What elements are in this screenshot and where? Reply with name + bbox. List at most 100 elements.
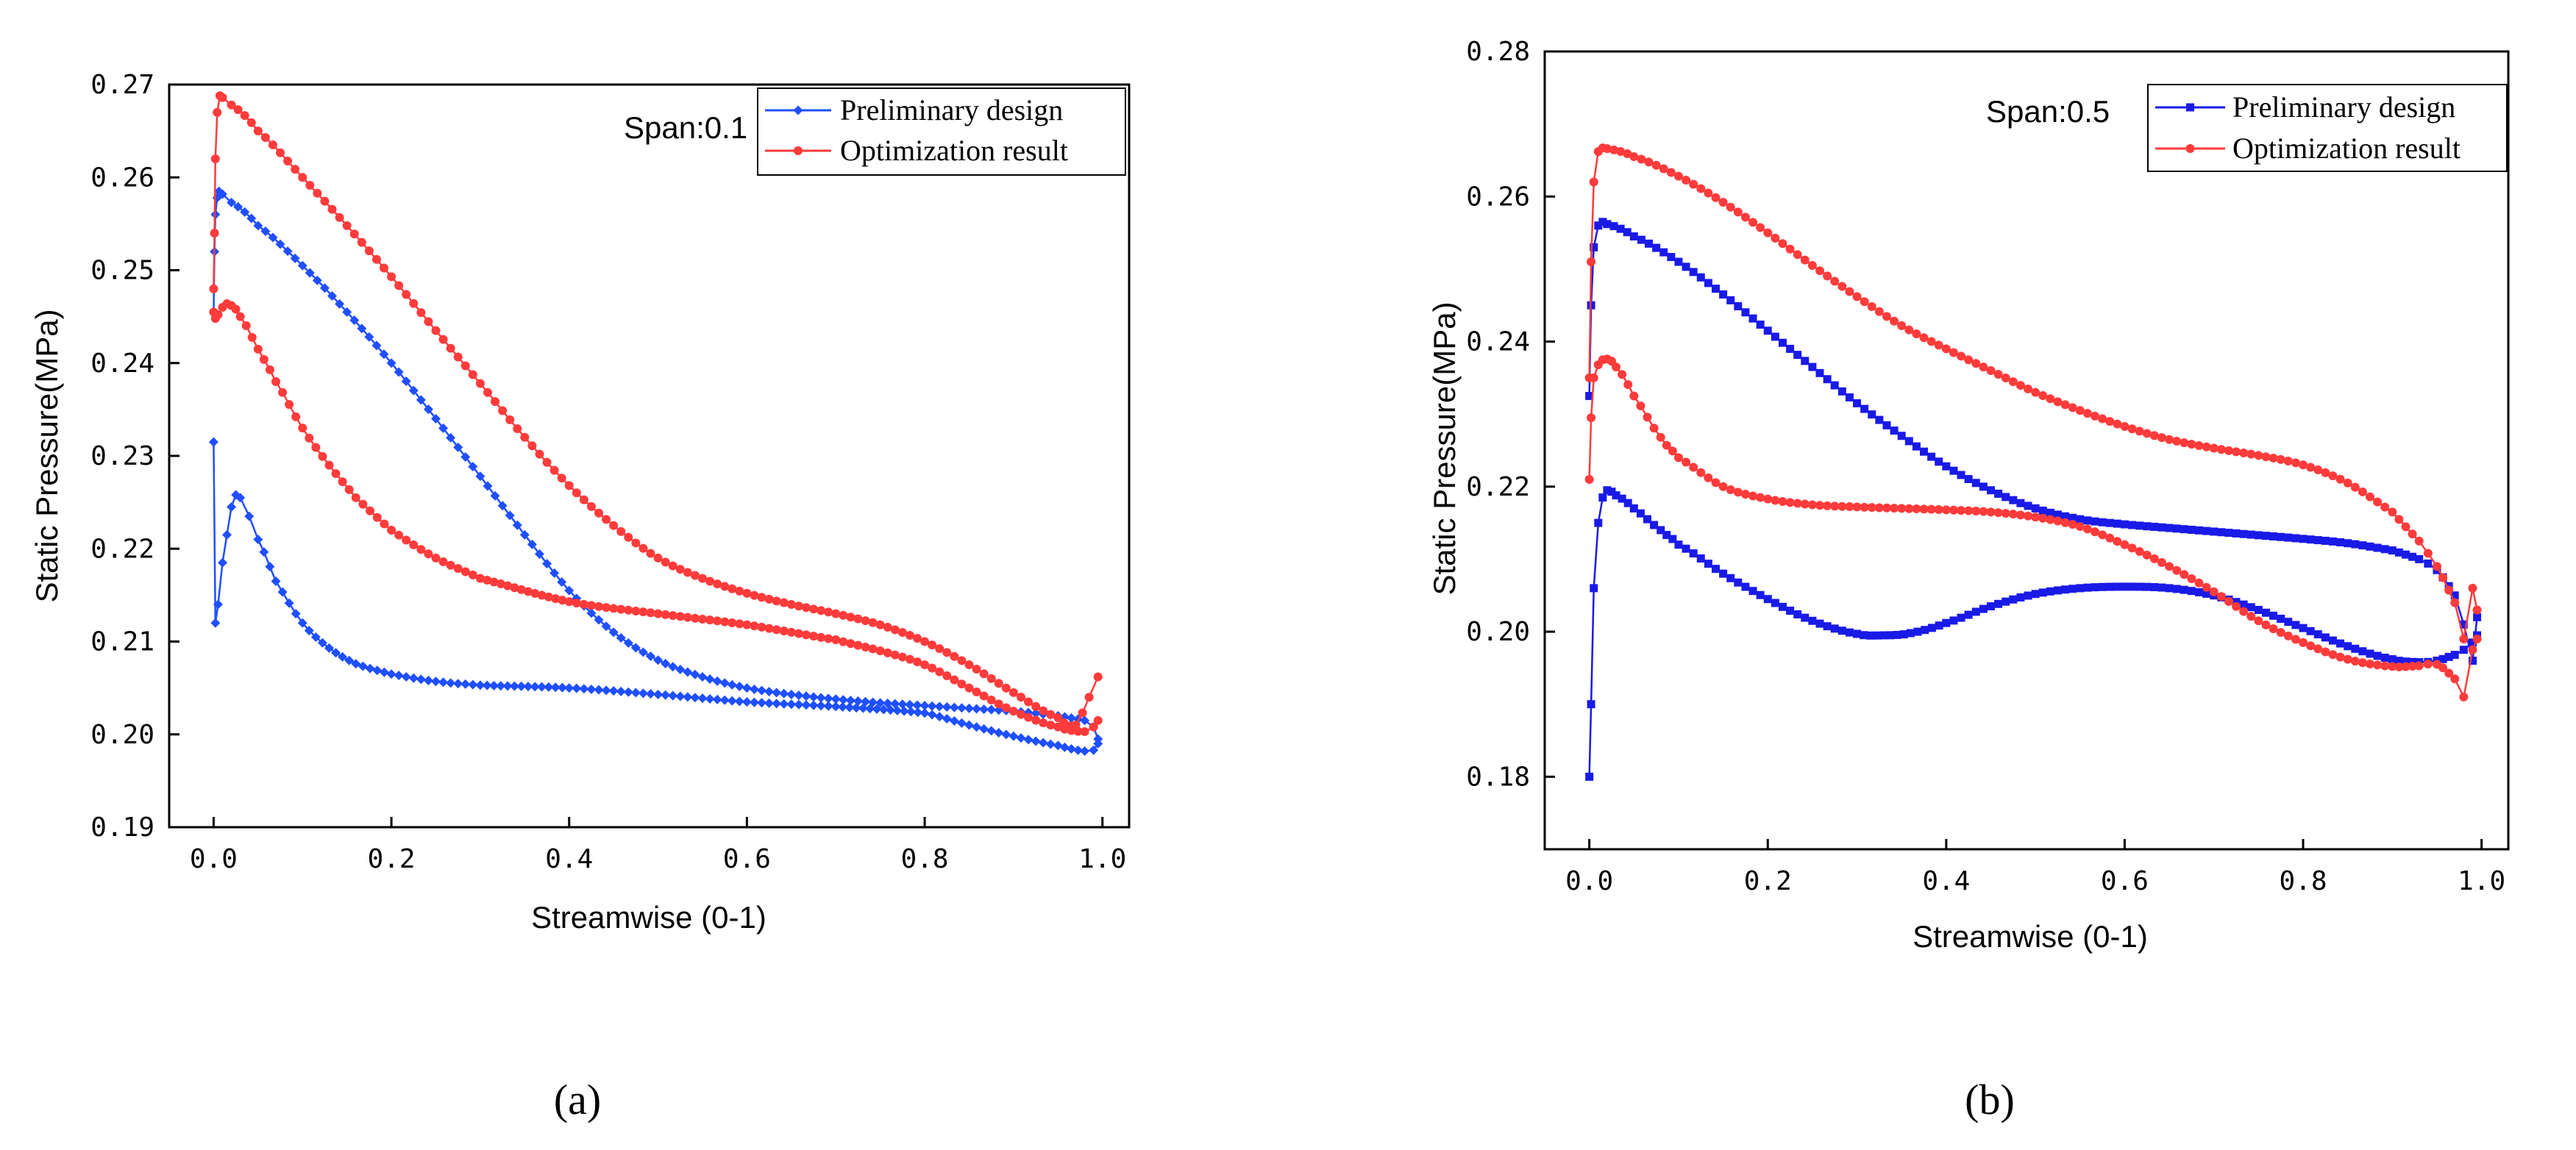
data-point [503, 581, 513, 590]
data-point [509, 681, 519, 691]
data-point [1815, 501, 1824, 510]
data-point [1662, 440, 1671, 450]
data-point [712, 676, 722, 686]
data-point [668, 611, 677, 621]
data-point [1994, 489, 2003, 498]
data-point [2328, 650, 2338, 660]
data-point [1807, 260, 1817, 270]
data-point [705, 576, 715, 586]
data-point [1897, 504, 1907, 513]
data-point [1594, 518, 1603, 527]
data-point [1008, 707, 1018, 716]
data-point [2217, 528, 2226, 537]
data-point [1740, 490, 1750, 499]
data-point [1935, 621, 1943, 630]
data-point [2450, 598, 2460, 607]
y-tick-label: 0.23 [90, 441, 154, 471]
data-point [934, 701, 944, 712]
data-point [530, 589, 540, 599]
legend-marker-shape [794, 146, 803, 155]
x-tick-label: 1.0 [2458, 866, 2505, 896]
data-point [1756, 493, 1765, 502]
data-point [438, 423, 449, 433]
data-point [668, 561, 677, 571]
data-point [513, 424, 522, 433]
data-point [557, 474, 566, 483]
data-point [2082, 524, 2092, 534]
data-point [616, 604, 626, 614]
data-point [727, 696, 737, 706]
data-point [2239, 607, 2249, 616]
data-point [579, 495, 588, 504]
data-point [2068, 520, 2077, 529]
data-point [2053, 586, 2062, 595]
data-point [1045, 739, 1056, 749]
data-point [727, 679, 737, 690]
data-point [278, 388, 288, 397]
data-point [1926, 504, 1936, 514]
data-point [1733, 207, 1743, 217]
data-point [357, 324, 367, 334]
data-point [1718, 198, 1728, 207]
data-point [705, 615, 715, 625]
data-point [317, 638, 327, 648]
data-point [209, 284, 218, 293]
data-point [816, 693, 826, 703]
data-point [387, 526, 396, 535]
data-point [2284, 533, 2293, 542]
data-point [690, 571, 700, 580]
data-point [1603, 220, 1612, 229]
data-point [1860, 631, 1868, 640]
data-point [520, 432, 530, 442]
data-point [2090, 527, 2099, 537]
data-point [928, 640, 937, 650]
data-point [757, 685, 767, 696]
data-point [698, 614, 707, 624]
data-point [489, 680, 499, 690]
data-point [2299, 638, 2308, 647]
data-point [1089, 745, 1099, 755]
data-point [2254, 616, 2263, 626]
data-point [1897, 432, 1906, 440]
data-point [838, 701, 848, 712]
data-point [964, 683, 974, 693]
data-point [2321, 536, 2330, 545]
data-point [2002, 493, 2010, 501]
data-point [919, 708, 930, 718]
data-point [2165, 584, 2174, 593]
data-point [550, 682, 561, 693]
data-point [564, 597, 574, 607]
data-point [601, 621, 611, 632]
data-point [1942, 462, 1951, 471]
legend-marker-shape [2186, 103, 2194, 112]
data-point [2380, 502, 2390, 512]
data-point [2335, 652, 2345, 662]
data-point [1585, 772, 1594, 781]
data-point [1590, 584, 1598, 593]
data-point [512, 520, 522, 530]
data-point [523, 587, 533, 596]
data-point [1979, 604, 1988, 613]
data-point [2239, 600, 2248, 609]
data-point [2408, 552, 2417, 561]
data-point [2388, 507, 2397, 517]
data-point [668, 662, 678, 672]
data-point [1993, 369, 2003, 379]
data-point [2358, 647, 2367, 656]
data-point [312, 275, 322, 285]
data-point [905, 630, 914, 640]
axis-ticks: 0.0 0.2 0.4 0.6 0.8 1.0 0.19 0.20 0.21 0.22 0.23 0.… [90, 70, 1126, 874]
data-point [498, 406, 508, 415]
data-point [2001, 374, 2010, 383]
data-point [1704, 188, 1713, 198]
data-point [438, 335, 448, 344]
data-point [1689, 549, 1698, 558]
data-point [496, 681, 506, 691]
data-point [1986, 366, 1996, 375]
data-point [1674, 540, 1683, 549]
data-point [1609, 222, 1618, 231]
data-point [2423, 549, 2433, 558]
data-point [2172, 524, 2181, 533]
data-point [1682, 544, 1690, 553]
data-point [1616, 146, 1626, 156]
